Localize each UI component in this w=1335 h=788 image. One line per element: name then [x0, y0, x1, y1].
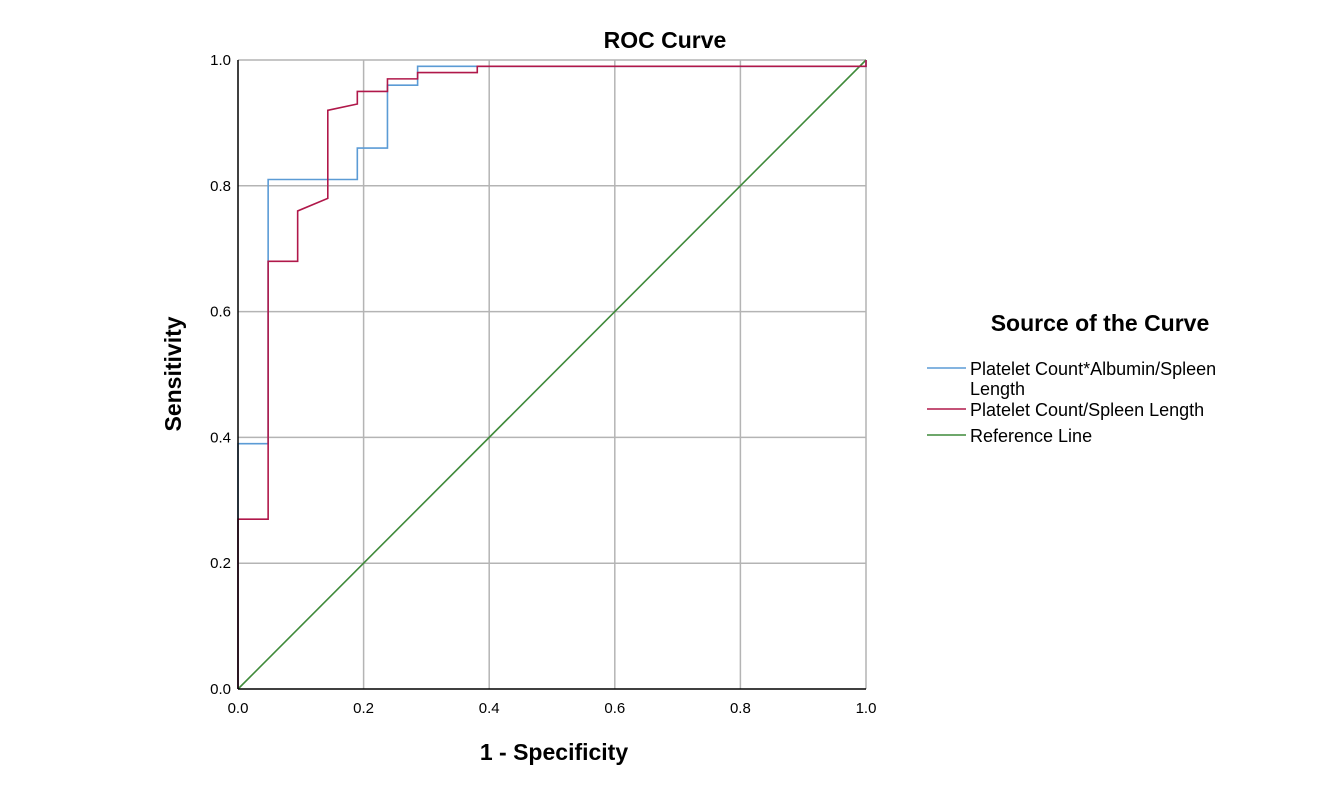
grid [238, 59, 867, 689]
tick-labels: 0.0 0.2 0.4 0.6 0.8 1.0 0.0 0.2 0.4 0.6 0.8 1.0 [210, 52, 876, 717]
y-tick-label: 0.6 [210, 304, 231, 321]
x-tick-label: 1.0 [856, 700, 877, 717]
legend-label: Platelet Count*Albumin/Spleen [970, 359, 1216, 379]
x-tick-label: 0.4 [479, 700, 500, 717]
legend: Platelet Count*Albumin/SpleenLengthPlate… [927, 359, 1216, 446]
y-tick-label: 0.0 [210, 681, 231, 698]
series-line-0 [237, 60, 867, 689]
legend-label: Length [970, 379, 1025, 399]
y-axis-label: Sensitivity [160, 316, 186, 431]
x-tick-label: 0.6 [604, 700, 625, 717]
y-tick-label: 0.4 [210, 429, 231, 446]
y-tick-label: 1.0 [210, 52, 231, 69]
x-tick-label: 0.2 [353, 700, 374, 717]
y-tick-label: 0.2 [210, 555, 231, 572]
axes [237, 60, 866, 690]
x-axis-label: 1 - Specificity [480, 739, 628, 765]
legend-title: Source of the Curve [991, 310, 1210, 336]
legend-label: Reference Line [970, 426, 1092, 446]
y-tick-label: 0.8 [210, 178, 231, 195]
series-line-1 [237, 60, 867, 689]
x-tick-label: 0.8 [730, 700, 751, 717]
x-tick-label: 0.0 [228, 700, 249, 717]
legend-label: Platelet Count/Spleen Length [970, 400, 1204, 420]
series-layer [237, 59, 867, 690]
series-line-2 [237, 59, 867, 690]
chart-title: ROC Curve [604, 27, 727, 53]
